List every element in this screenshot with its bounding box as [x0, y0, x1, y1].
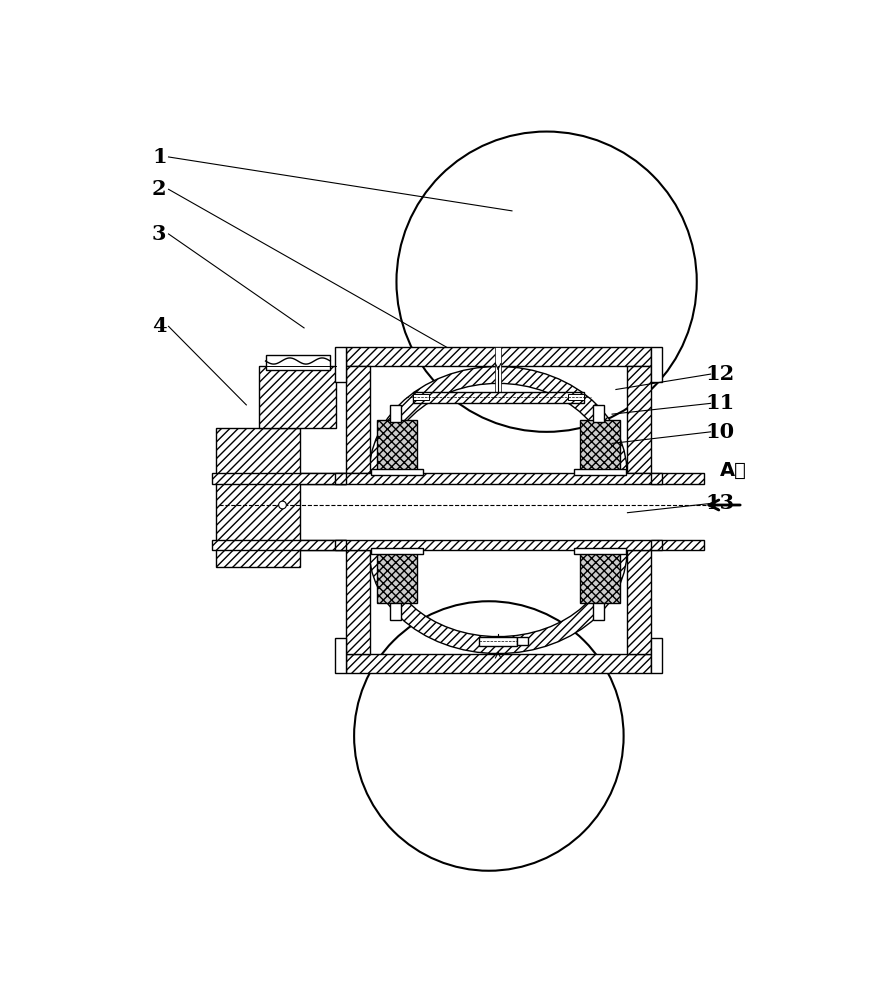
Bar: [651, 347, 662, 382]
Bar: [335, 638, 346, 673]
Bar: [346, 366, 369, 473]
Bar: [593, 603, 604, 620]
Bar: [371, 548, 424, 554]
Text: 1: 1: [152, 147, 166, 167]
Bar: [495, 347, 501, 392]
Bar: [215, 428, 300, 567]
Text: 13: 13: [705, 493, 734, 513]
Bar: [390, 405, 401, 422]
Circle shape: [278, 501, 286, 509]
Bar: [651, 638, 662, 673]
Bar: [574, 469, 626, 475]
Bar: [346, 550, 369, 654]
Bar: [568, 394, 584, 400]
Bar: [335, 473, 346, 484]
Text: 3: 3: [152, 224, 166, 244]
Bar: [651, 540, 662, 550]
Bar: [593, 405, 604, 422]
Bar: [346, 654, 651, 673]
Bar: [651, 473, 662, 484]
Bar: [413, 394, 429, 400]
Circle shape: [396, 132, 696, 432]
Bar: [300, 540, 346, 550]
Bar: [517, 637, 528, 645]
Text: 12: 12: [705, 364, 734, 384]
Bar: [371, 469, 424, 475]
Bar: [346, 347, 651, 366]
Polygon shape: [369, 550, 627, 653]
Bar: [377, 550, 417, 603]
Bar: [580, 420, 619, 473]
Text: 11: 11: [705, 393, 734, 413]
Bar: [212, 540, 704, 550]
Bar: [259, 366, 336, 428]
Bar: [377, 420, 417, 473]
Bar: [627, 366, 651, 473]
Circle shape: [354, 601, 624, 871]
Text: A向: A向: [720, 461, 746, 480]
Bar: [627, 550, 651, 654]
Text: 10: 10: [705, 422, 734, 442]
Bar: [479, 637, 517, 646]
Bar: [266, 355, 330, 370]
Bar: [390, 603, 401, 620]
Bar: [580, 550, 619, 603]
Bar: [212, 473, 704, 484]
Bar: [574, 548, 626, 554]
Bar: [413, 392, 584, 403]
Text: 4: 4: [152, 316, 166, 336]
Text: 2: 2: [152, 179, 166, 199]
Polygon shape: [369, 367, 627, 473]
Bar: [335, 347, 346, 382]
Bar: [335, 540, 346, 550]
Bar: [300, 473, 346, 484]
